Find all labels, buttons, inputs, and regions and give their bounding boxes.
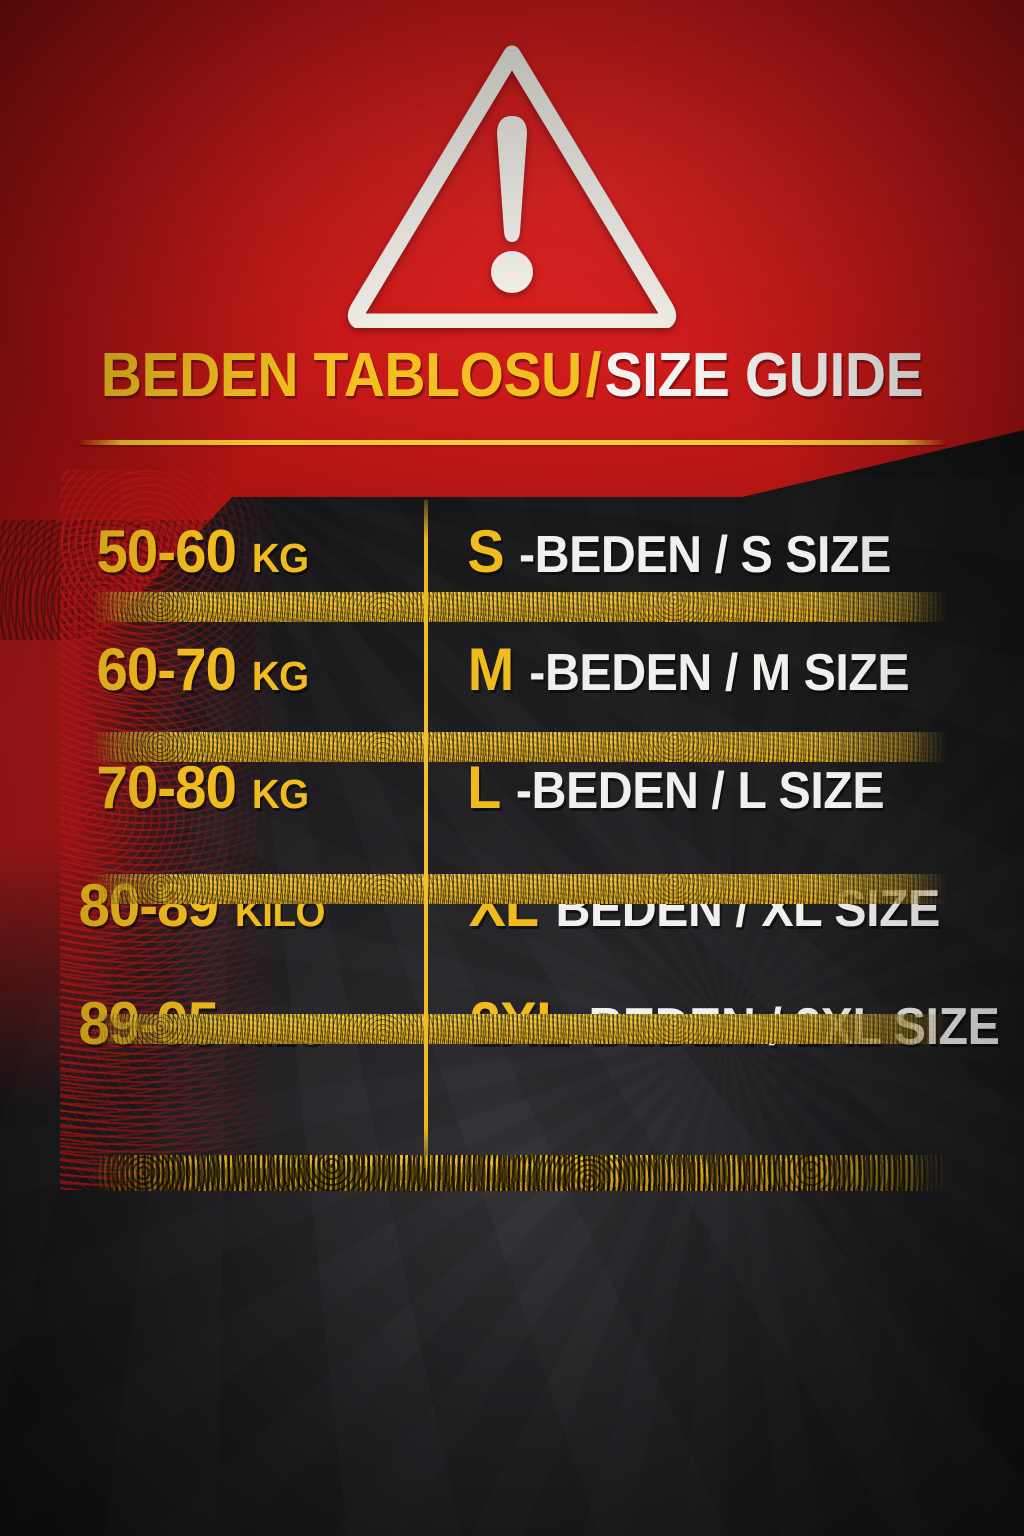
- weight-unit: KG: [251, 770, 309, 817]
- size-cell: S -BEDEN / S SIZE: [424, 517, 1024, 586]
- weight-range: 50-60: [95, 517, 237, 585]
- size-code: L: [467, 753, 501, 821]
- title-underline: [78, 440, 946, 445]
- page-title: BEDEN TABLOSU/SIZE GUIDE: [41, 345, 983, 407]
- table-row: 60-70 KG M -BEDEN / M SIZE: [0, 610, 1024, 728]
- title-primary: BEDEN TABLOSU: [100, 341, 582, 410]
- size-cell: M -BEDEN / M SIZE: [424, 635, 1024, 704]
- row-separator-bar: [92, 874, 948, 904]
- size-cell: L -BEDEN / L SIZE: [424, 753, 1024, 822]
- size-label: -BEDEN / M SIZE: [529, 643, 910, 702]
- weight-range: 60-70: [95, 635, 237, 703]
- size-label: -BEDEN / L SIZE: [515, 761, 885, 820]
- row-separator-bar: [92, 1014, 948, 1044]
- size-label: -BEDEN / S SIZE: [519, 525, 891, 584]
- size-code: M: [467, 635, 514, 703]
- size-code: S: [467, 517, 504, 585]
- weight-unit: KG: [251, 652, 309, 699]
- weight-cell: 50-60 KG: [0, 517, 424, 586]
- table-bottom-bar: [92, 1155, 948, 1191]
- weight-unit: KG: [251, 534, 309, 581]
- row-separator-bar: [92, 732, 948, 762]
- title-separator: /: [585, 341, 601, 410]
- warning-triangle-exclamation-icon: [347, 36, 677, 328]
- column-divider: [424, 500, 428, 1168]
- weight-cell: 70-80 KG: [0, 753, 424, 822]
- row-separator-bar: [92, 592, 948, 622]
- size-table: 50-60 KG S -BEDEN / S SIZE 60-70 KG M -B…: [0, 492, 1024, 1191]
- weight-range: 70-80: [95, 753, 237, 821]
- table-row: 80-89 KILO XL BEDEN / XL SIZE: [0, 846, 1024, 964]
- weight-cell: 60-70 KG: [0, 635, 424, 704]
- title-secondary: SIZE GUIDE: [604, 341, 924, 410]
